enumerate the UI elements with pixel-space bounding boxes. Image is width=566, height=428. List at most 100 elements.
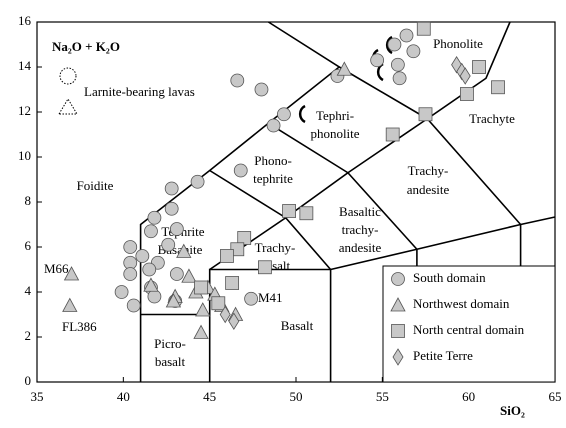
field-label: andesite — [407, 182, 450, 197]
point — [228, 312, 240, 331]
x-axis-label: SiO₂ — [500, 403, 525, 418]
point — [233, 163, 248, 178]
legend-label: Northwest domain — [413, 296, 510, 311]
point — [190, 174, 205, 189]
point — [176, 243, 192, 258]
x-tick-label: 55 — [376, 389, 389, 404]
point — [220, 249, 234, 263]
field-label: Picro- — [154, 336, 186, 351]
point — [123, 240, 138, 254]
field-label: Basaltic — [339, 204, 381, 219]
y-tick-label: 6 — [25, 238, 32, 253]
point — [418, 107, 433, 122]
point — [230, 73, 245, 88]
point — [225, 276, 240, 290]
x-tick-label: 50 — [290, 389, 303, 404]
field-label: andesite — [339, 240, 382, 255]
field-label: Phonolite — [433, 36, 483, 51]
point — [164, 201, 179, 216]
x-tick-label: 45 — [203, 389, 216, 404]
y-tick-label: 14 — [18, 58, 32, 73]
legend-label: South domain — [413, 270, 486, 285]
point — [147, 210, 162, 225]
point — [147, 289, 162, 304]
point — [336, 61, 353, 76]
y-tick-label: 16 — [18, 13, 32, 28]
point — [62, 297, 78, 312]
point — [266, 118, 281, 133]
point — [392, 71, 407, 86]
field-label: Tephri- — [316, 108, 354, 123]
point — [142, 262, 157, 277]
point — [165, 293, 182, 308]
y-tick-label: 4 — [25, 283, 32, 298]
field-label: Trachyte — [469, 111, 515, 126]
point — [194, 280, 208, 295]
point — [219, 305, 231, 324]
point — [143, 277, 159, 292]
legend-marker — [391, 272, 405, 286]
point — [370, 53, 385, 68]
point — [244, 291, 259, 306]
point — [258, 260, 272, 275]
point — [195, 302, 211, 317]
y-axis-label: Na₂O + K₂O — [52, 39, 120, 54]
legend-label: North central domain — [413, 322, 525, 337]
point — [282, 204, 296, 218]
point — [193, 324, 209, 339]
point — [161, 237, 176, 252]
field-label: Basalt — [281, 318, 314, 333]
point — [181, 268, 197, 283]
point — [114, 285, 129, 299]
field-label: Trachy- — [408, 163, 449, 178]
point — [460, 87, 474, 101]
y-tick-label: 8 — [25, 193, 32, 208]
point — [472, 60, 486, 74]
point — [237, 231, 252, 245]
point — [164, 181, 179, 196]
annotation: FL386 — [62, 319, 97, 334]
y-tick-label: 10 — [18, 148, 31, 163]
x-tick-label: 60 — [462, 389, 475, 404]
field-labels: Foidite Tephrite Basanite Phono- tephrit… — [77, 36, 516, 369]
point — [387, 37, 402, 52]
point — [144, 224, 158, 239]
point — [459, 67, 471, 85]
field-label: Phono- — [254, 153, 292, 168]
field-label: Foidite — [77, 178, 114, 193]
legend-marker — [390, 297, 406, 312]
y-tick-label: 2 — [25, 328, 32, 343]
point — [277, 107, 291, 122]
point — [123, 267, 138, 281]
x-tick-label: 35 — [31, 389, 44, 404]
point — [491, 80, 505, 95]
annotation: M66 — [44, 261, 69, 276]
x-tick-label: 65 — [549, 389, 562, 404]
y-tick-label: 12 — [18, 103, 31, 118]
point — [299, 206, 314, 221]
tas-boundaries — [139, 21, 556, 382]
point — [63, 266, 80, 281]
legend-marker — [392, 348, 404, 366]
point — [390, 57, 405, 72]
x-tick-label: 40 — [117, 389, 130, 404]
point — [211, 296, 226, 311]
field-label: phonolite — [310, 126, 359, 141]
legend-marker — [391, 324, 405, 338]
point — [169, 267, 184, 281]
point — [416, 21, 431, 36]
point — [385, 127, 400, 142]
legend-label: Petite Terre — [413, 348, 473, 363]
larnite-key — [58, 67, 78, 115]
larnite-label: Larnite-bearing lavas — [84, 84, 195, 99]
field-label: Trachy- — [255, 240, 296, 255]
point — [399, 28, 414, 43]
point — [169, 222, 184, 236]
point — [126, 298, 141, 313]
point — [254, 82, 269, 97]
annotation: M41 — [258, 290, 283, 305]
legend-box — [382, 265, 556, 383]
field-label: tephrite — [253, 171, 293, 186]
y-tick-label: 0 — [25, 373, 32, 388]
